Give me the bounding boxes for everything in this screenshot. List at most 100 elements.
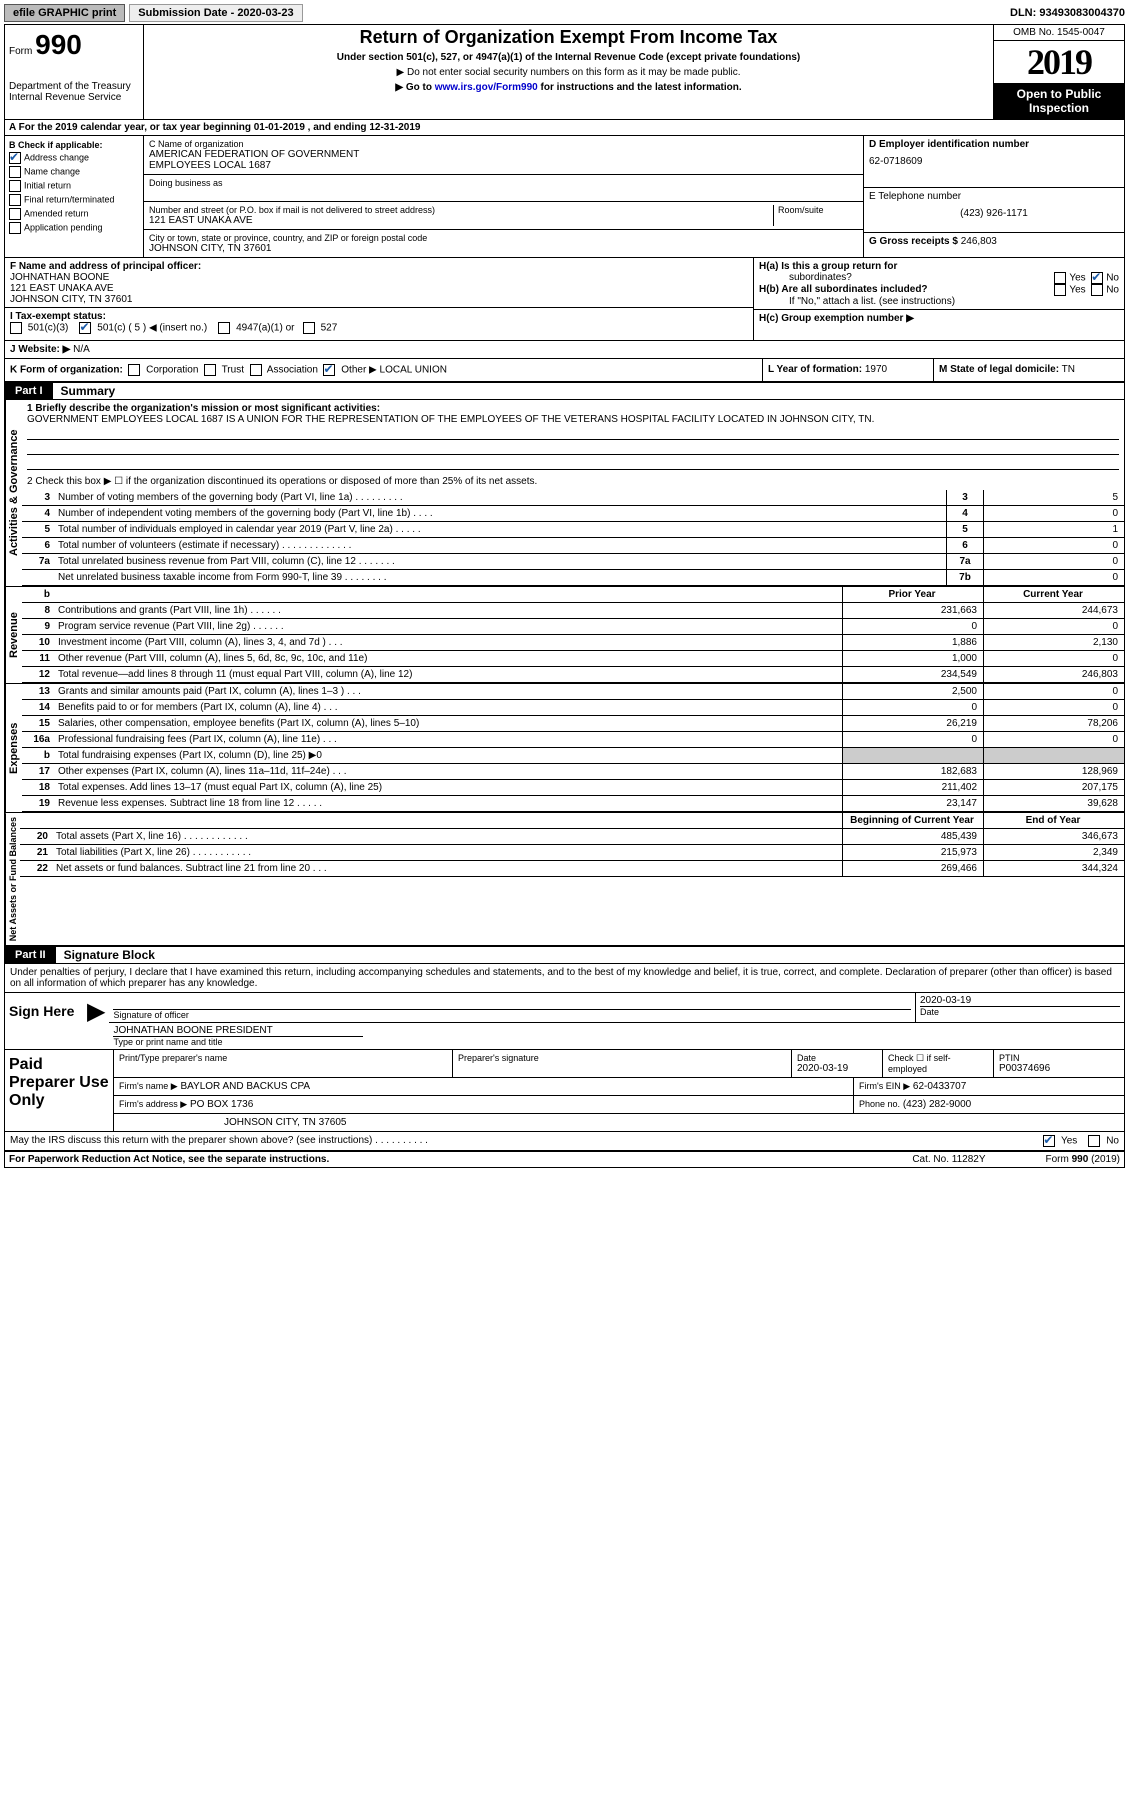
form990-link[interactable]: www.irs.gov/Form990 <box>435 82 538 93</box>
current-year-hdr: Current Year <box>984 587 1125 603</box>
firm-addr2: JOHNSON CITY, TN 37605 <box>114 1114 1124 1131</box>
lbl-assoc: Association <box>267 365 318 376</box>
colb-lbl-0: Address change <box>24 152 89 162</box>
cb-501c3[interactable] <box>10 322 22 334</box>
dba-lbl: Doing business as <box>149 178 858 188</box>
form-title: Return of Organization Exempt From Incom… <box>146 27 991 48</box>
ptin-val: P00374696 <box>999 1063 1119 1074</box>
vert-net-assets: Net Assets or Fund Balances <box>5 813 20 945</box>
colb-lbl-3: Final return/terminated <box>24 194 115 204</box>
boy-hdr: Beginning of Current Year <box>843 813 984 829</box>
firm-addr-lbl: Firm's address ▶ <box>119 1099 187 1109</box>
k-lbl: K Form of organization: <box>10 365 123 376</box>
discuss-no: No <box>1106 1136 1119 1147</box>
phone-lbl: E Telephone number <box>869 191 1119 202</box>
cb-corp[interactable] <box>128 364 140 376</box>
lbl-501c: 501(c) ( 5 ) ◀ (insert no.) <box>97 323 207 334</box>
net-assets-table: Beginning of Current Year End of Year 20… <box>20 813 1124 877</box>
colb-cb-4[interactable] <box>9 208 21 220</box>
form-header: Form 990 Department of the Treasury Inte… <box>5 25 1124 120</box>
officer-print-lbl: Type or print name and title <box>113 1036 363 1047</box>
ha-yes: Yes <box>1069 273 1085 284</box>
officer-lbl: F Name and address of principal officer: <box>10 261 748 272</box>
colb-cb-3[interactable] <box>9 194 21 206</box>
street-addr: 121 EAST UNAKA AVE <box>149 215 773 226</box>
ha-lbl: H(a) Is this a group return for <box>759 261 897 272</box>
cb-assoc[interactable] <box>250 364 262 376</box>
colb-lbl-1: Name change <box>24 166 80 176</box>
form-number: 990 <box>35 29 82 60</box>
goto-pre: ▶ Go to <box>395 82 434 93</box>
other-val: LOCAL UNION <box>380 365 447 376</box>
vert-governance: Activities & Governance <box>5 400 22 586</box>
lbl-527: 527 <box>321 323 338 334</box>
dln: DLN: 93493083004370 <box>1010 7 1125 19</box>
lbl-other: Other ▶ <box>341 365 376 376</box>
self-employed: Check ☐ if self-employed <box>883 1050 994 1077</box>
hb-note: If "No," attach a list. (see instruction… <box>759 296 1119 307</box>
part-i-header: Part I Summary <box>5 382 1124 400</box>
ha-no: No <box>1106 273 1119 284</box>
hb-yes-cb[interactable] <box>1054 284 1066 296</box>
form-word: Form <box>9 46 32 57</box>
m-lbl: M State of legal domicile: <box>939 364 1059 375</box>
ha-lbl2: subordinates? <box>759 272 852 284</box>
tax-exempt-lbl: I Tax-exempt status: <box>10 311 106 322</box>
subtitle-1: Under section 501(c), 527, or 4947(a)(1)… <box>146 52 991 63</box>
q1-lbl: 1 Briefly describe the organization's mi… <box>27 403 1119 414</box>
sig-date-lbl: Date <box>920 1006 1120 1017</box>
firm-phone-lbl: Phone no. <box>859 1099 900 1109</box>
efile-button[interactable]: efile GRAPHIC print <box>4 4 125 22</box>
colb-cb-5[interactable] <box>9 222 21 234</box>
hb-no-cb[interactable] <box>1091 284 1103 296</box>
c-name-lbl: C Name of organization <box>149 139 858 149</box>
colb-lbl-5: Application pending <box>24 222 103 232</box>
dept-line1: Department of the Treasury <box>9 81 139 92</box>
lbl-4947: 4947(a)(1) or <box>236 323 294 334</box>
discuss-q: May the IRS discuss this return with the… <box>10 1135 428 1147</box>
room-lbl: Room/suite <box>778 205 858 215</box>
cb-527[interactable] <box>303 322 315 334</box>
city-val: JOHNSON CITY, TN 37601 <box>149 243 858 254</box>
mission-text: GOVERNMENT EMPLOYEES LOCAL 1687 IS A UNI… <box>27 414 1119 425</box>
l-val: 1970 <box>865 364 887 375</box>
cb-other[interactable] <box>323 364 335 376</box>
l-lbl: L Year of formation: <box>768 364 862 375</box>
officer-print-name: JOHNATHAN BOONE PRESIDENT <box>113 1025 1120 1036</box>
website-lbl: J Website: ▶ <box>10 344 70 355</box>
colb-cb-1[interactable] <box>9 166 21 178</box>
discuss-no-cb[interactable] <box>1088 1135 1100 1147</box>
col-b-title: B Check if applicable: <box>9 140 139 150</box>
colb-cb-2[interactable] <box>9 180 21 192</box>
part-ii-header: Part II Signature Block <box>5 946 1124 964</box>
prep-date-lbl: Date <box>797 1053 877 1063</box>
paid-preparer-title: Paid Preparer Use Only <box>5 1050 114 1131</box>
prep-date-val: 2020-03-19 <box>797 1063 877 1074</box>
arrow-icon: ▶ <box>83 993 109 1049</box>
ha-yes-cb[interactable] <box>1054 272 1066 284</box>
part-ii-num: Part II <box>5 947 56 963</box>
eoy-hdr: End of Year <box>984 813 1125 829</box>
addr-lbl: Number and street (or P.O. box if mail i… <box>149 205 773 215</box>
discuss-yes-cb[interactable] <box>1043 1135 1055 1147</box>
lbl-trust: Trust <box>222 365 244 376</box>
inspect-1: Open to Public <box>996 87 1122 101</box>
cb-501c[interactable] <box>79 322 91 334</box>
colb-cb-0[interactable] <box>9 152 21 164</box>
ha-no-cb[interactable] <box>1091 272 1103 284</box>
officer-addr1: 121 EAST UNAKA AVE <box>10 283 748 294</box>
submission-date: Submission Date - 2020-03-23 <box>129 4 302 22</box>
colb-lbl-4: Amended return <box>24 208 89 218</box>
city-lbl: City or town, state or province, country… <box>149 233 858 243</box>
firm-name-val: BAYLOR AND BACKUS CPA <box>180 1081 310 1092</box>
part-i-title: Summary <box>53 384 116 398</box>
row-a: A For the 2019 calendar year, or tax yea… <box>5 120 1124 136</box>
ein-val: 62-0718609 <box>869 156 1119 167</box>
cb-4947[interactable] <box>218 322 230 334</box>
cb-trust[interactable] <box>204 364 216 376</box>
discuss-yes: Yes <box>1061 1136 1077 1147</box>
dept-line2: Internal Revenue Service <box>9 92 139 103</box>
website-val: N/A <box>73 344 90 355</box>
lbl-501c3: 501(c)(3) <box>28 323 69 334</box>
firm-phone-val: (423) 282-9000 <box>903 1099 971 1110</box>
